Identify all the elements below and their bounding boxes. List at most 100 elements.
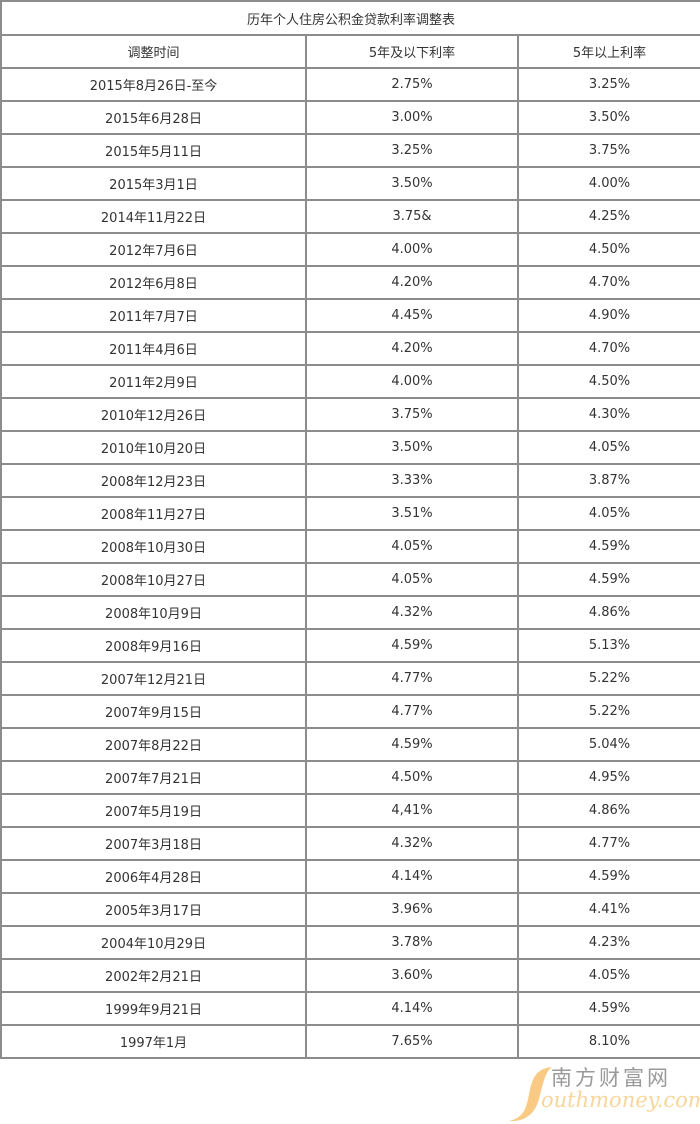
table-title-row: 历年个人住房公积金贷款利率调整表 xyxy=(0,0,700,36)
header-rate-5y-above: 5年以上利率 xyxy=(516,34,700,69)
cell-rate-5y-above: 4.25% xyxy=(516,199,700,234)
cell-date: 2012年6月8日 xyxy=(0,265,307,300)
header-row: 调整时间 5年及以下利率 5年以上利率 xyxy=(0,34,700,69)
cell-rate-5y-below: 3.78% xyxy=(305,925,519,960)
cell-rate-5y-above: 4.59% xyxy=(516,562,700,597)
cell-date: 2007年12月21日 xyxy=(0,661,307,696)
cell-date: 2015年3月1日 xyxy=(0,166,307,201)
cell-rate-5y-above: 4.00% xyxy=(516,166,700,201)
cell-rate-5y-below: 4.59% xyxy=(305,628,519,663)
cell-rate-5y-above: 3.87% xyxy=(516,463,700,498)
cell-rate-5y-above: 8.10% xyxy=(516,1024,700,1059)
table-row: 2015年5月11日 3.25% 3.75% xyxy=(0,133,700,168)
cell-rate-5y-above: 4.77% xyxy=(516,826,700,861)
cell-rate-5y-above: 4.86% xyxy=(516,793,700,828)
table-row: 2007年9月15日 4.77% 5.22% xyxy=(0,694,700,729)
table-row: 2008年10月30日 4.05% 4.59% xyxy=(0,529,700,564)
cell-rate-5y-below: 4.32% xyxy=(305,826,519,861)
table-row: 2007年12月21日 4.77% 5.22% xyxy=(0,661,700,696)
table-row: 2005年3月17日 3.96% 4.41% xyxy=(0,892,700,927)
cell-rate-5y-below: 4.20% xyxy=(305,265,519,300)
table-row: 2012年6月8日 4.20% 4.70% xyxy=(0,265,700,300)
cell-rate-5y-below: 3.51% xyxy=(305,496,519,531)
cell-date: 1999年9月21日 xyxy=(0,991,307,1026)
table-row: 2007年5月19日 4,41% 4.86% xyxy=(0,793,700,828)
cell-date: 2015年5月11日 xyxy=(0,133,307,168)
cell-rate-5y-above: 3.50% xyxy=(516,100,700,135)
cell-rate-5y-below: 3.75& xyxy=(305,199,519,234)
cell-date: 2014年11月22日 xyxy=(0,199,307,234)
table-row: 2007年7月21日 4.50% 4.95% xyxy=(0,760,700,795)
header-date: 调整时间 xyxy=(0,34,307,69)
cell-rate-5y-below: 3.96% xyxy=(305,892,519,927)
cell-rate-5y-below: 4.32% xyxy=(305,595,519,630)
cell-date: 2008年12月23日 xyxy=(0,463,307,498)
cell-date: 2010年10月20日 xyxy=(0,430,307,465)
table-row: 2006年4月28日 4.14% 4.59% xyxy=(0,859,700,894)
cell-rate-5y-below: 3.50% xyxy=(305,430,519,465)
table-row: 2015年6月28日 3.00% 3.50% xyxy=(0,100,700,135)
cell-rate-5y-above: 4.05% xyxy=(516,430,700,465)
cell-date: 2006年4月28日 xyxy=(0,859,307,894)
cell-date: 2008年9月16日 xyxy=(0,628,307,663)
cell-date: 2007年9月15日 xyxy=(0,694,307,729)
cell-rate-5y-above: 4.50% xyxy=(516,232,700,267)
cell-date: 2011年2月9日 xyxy=(0,364,307,399)
cell-rate-5y-above: 4.23% xyxy=(516,925,700,960)
cell-rate-5y-below: 3.75% xyxy=(305,397,519,432)
cell-date: 2007年3月18日 xyxy=(0,826,307,861)
table-row: 2011年7月7日 4.45% 4.90% xyxy=(0,298,700,333)
table-row: 2011年2月9日 4.00% 4.50% xyxy=(0,364,700,399)
cell-date: 2004年10月29日 xyxy=(0,925,307,960)
cell-rate-5y-below: 4.59% xyxy=(305,727,519,762)
header-rate-5y-below: 5年及以下利率 xyxy=(305,34,519,69)
cell-rate-5y-below: 3.00% xyxy=(305,100,519,135)
cell-rate-5y-below: 4.14% xyxy=(305,991,519,1026)
cell-rate-5y-above: 5.04% xyxy=(516,727,700,762)
cell-rate-5y-below: 7.65% xyxy=(305,1024,519,1059)
cell-rate-5y-below: 3.50% xyxy=(305,166,519,201)
cell-date: 2012年7月6日 xyxy=(0,232,307,267)
table-row: 1997年1月 7.65% 8.10% xyxy=(0,1024,700,1059)
table-row: 2007年8月22日 4.59% 5.04% xyxy=(0,727,700,762)
table-row: 2008年10月27日 4.05% 4.59% xyxy=(0,562,700,597)
cell-date: 2005年3月17日 xyxy=(0,892,307,927)
cell-rate-5y-below: 4.50% xyxy=(305,760,519,795)
cell-rate-5y-below: 4.05% xyxy=(305,529,519,564)
table-row: 2002年2月21日 3.60% 4.05% xyxy=(0,958,700,993)
cell-rate-5y-below: 4.00% xyxy=(305,232,519,267)
cell-rate-5y-below: 2.75% xyxy=(305,67,519,102)
table-row: 2015年3月1日 3.50% 4.00% xyxy=(0,166,700,201)
watermark-logo: 南方财富网 outhmoney.com xyxy=(505,1058,700,1122)
cell-rate-5y-above: 4.05% xyxy=(516,496,700,531)
cell-date: 2007年7月21日 xyxy=(0,760,307,795)
cell-rate-5y-above: 5.22% xyxy=(516,661,700,696)
cell-rate-5y-above: 4.90% xyxy=(516,298,700,333)
watermark-cn: 南方财富网 xyxy=(551,1066,671,1090)
table-row: 2004年10月29日 3.78% 4.23% xyxy=(0,925,700,960)
cell-rate-5y-below: 3.33% xyxy=(305,463,519,498)
watermark-en: outhmoney.com xyxy=(541,1088,700,1112)
table-row: 2012年7月6日 4.00% 4.50% xyxy=(0,232,700,267)
cell-rate-5y-below: 3.25% xyxy=(305,133,519,168)
cell-date: 2015年6月28日 xyxy=(0,100,307,135)
cell-rate-5y-below: 4.20% xyxy=(305,331,519,366)
table-row: 2008年9月16日 4.59% 5.13% xyxy=(0,628,700,663)
table-row: 2015年8月26日-至今 2.75% 3.25% xyxy=(0,67,700,102)
cell-date: 2015年8月26日-至今 xyxy=(0,67,307,102)
cell-rate-5y-below: 3.60% xyxy=(305,958,519,993)
cell-date: 2007年5月19日 xyxy=(0,793,307,828)
cell-rate-5y-above: 4.41% xyxy=(516,892,700,927)
table-row: 2014年11月22日 3.75& 4.25% xyxy=(0,199,700,234)
cell-rate-5y-below: 4.00% xyxy=(305,364,519,399)
table-row: 2011年4月6日 4.20% 4.70% xyxy=(0,331,700,366)
cell-rate-5y-above: 4.50% xyxy=(516,364,700,399)
interest-rate-table: 历年个人住房公积金贷款利率调整表 调整时间 5年及以下利率 5年以上利率 201… xyxy=(0,0,700,1059)
cell-rate-5y-above: 4.30% xyxy=(516,397,700,432)
logo-swoosh-icon xyxy=(509,1067,552,1122)
cell-rate-5y-below: 4.77% xyxy=(305,694,519,729)
cell-date: 2010年12月26日 xyxy=(0,397,307,432)
table-row: 2010年10月20日 3.50% 4.05% xyxy=(0,430,700,465)
cell-date: 1997年1月 xyxy=(0,1024,307,1059)
table-row: 1999年9月21日 4.14% 4.59% xyxy=(0,991,700,1026)
